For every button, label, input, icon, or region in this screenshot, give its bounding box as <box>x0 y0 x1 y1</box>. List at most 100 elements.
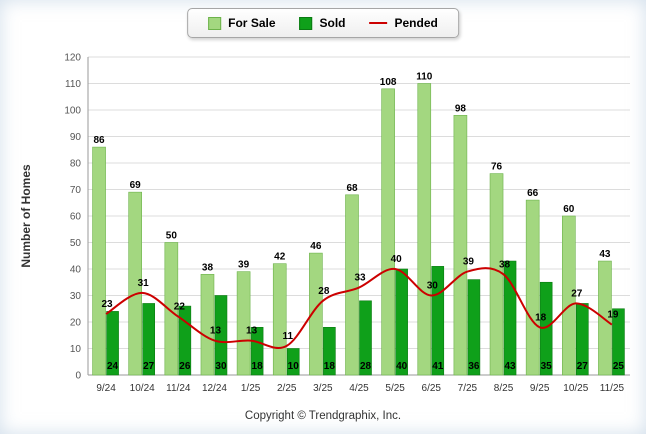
y-tick-label: 70 <box>70 185 82 196</box>
pended-value-label: 18 <box>535 312 547 323</box>
sold-value-label: 36 <box>468 361 480 372</box>
sold-value-label: 28 <box>360 361 372 372</box>
sold-value-label: 25 <box>613 361 625 372</box>
legend-label-pended: Pended <box>394 16 438 30</box>
for-sale-value-label: 42 <box>274 252 286 263</box>
pended-value-label: 33 <box>354 273 366 284</box>
y-tick-label: 50 <box>70 238 82 249</box>
y-tick-label: 0 <box>75 371 81 382</box>
x-axis-label: 3/25 <box>313 383 333 394</box>
legend-item-for-sale: For Sale <box>208 16 276 30</box>
sold-bar <box>503 260 517 376</box>
sold-value-label: 27 <box>577 361 589 372</box>
for-sale-bar <box>309 252 323 376</box>
for-sale-value-label: 98 <box>455 103 467 114</box>
x-axis-label: 11/24 <box>166 383 191 394</box>
sold-value-label: 18 <box>252 361 264 372</box>
for-sale-value-label: 110 <box>416 72 433 83</box>
sold-value-label: 27 <box>143 361 155 372</box>
sold-bar <box>612 308 625 376</box>
x-axis-label: 8/25 <box>494 383 514 394</box>
pended-value-label: 40 <box>391 254 403 265</box>
for-sale-value-label: 86 <box>94 135 106 146</box>
sold-bar <box>106 311 119 376</box>
for-sale-bar <box>128 191 142 376</box>
x-axis-label: 1/25 <box>241 383 261 394</box>
for-sale-bar <box>200 273 215 376</box>
for-sale-bar <box>598 260 612 376</box>
sold-bar <box>575 303 589 376</box>
sold-swatch <box>299 16 313 30</box>
for-sale-value-label: 60 <box>563 204 575 215</box>
pended-value-label: 23 <box>102 299 114 310</box>
y-tick-label: 20 <box>70 318 82 329</box>
sold-bar <box>431 266 445 376</box>
legend-item-sold: Sold <box>299 16 346 30</box>
sold-value-label: 40 <box>396 361 408 372</box>
x-axis-label: 4/25 <box>349 383 369 394</box>
pended-line-swatch <box>369 22 388 24</box>
sold-value-label: 26 <box>179 361 191 372</box>
sold-bar <box>286 348 300 376</box>
for-sale-value-label: 66 <box>527 188 539 199</box>
x-axis-label: 12/24 <box>202 383 227 394</box>
sold-bar <box>359 300 372 376</box>
for-sale-bar <box>417 83 432 376</box>
y-tick-label: 10 <box>70 344 82 355</box>
sold-bar <box>142 303 155 376</box>
sold-value-label: 41 <box>432 361 444 372</box>
pended-value-label: 22 <box>174 302 186 313</box>
pended-value-label: 27 <box>571 288 583 299</box>
chart-canvas: 0 10 20 30 40 50 60 70 80 90 100 110 120 86 24 23 9/24 69… <box>19 53 630 394</box>
for-sale-value-label: 46 <box>310 241 322 252</box>
for-sale-value-label: 69 <box>130 180 142 191</box>
y-tick-label: 110 <box>65 79 81 90</box>
pended-value-label: 30 <box>427 281 439 292</box>
pended-value-label: 11 <box>282 331 293 342</box>
y-tick-label: 120 <box>64 53 81 64</box>
pended-value-label: 31 <box>138 278 150 289</box>
pended-value-label: 28 <box>318 286 330 297</box>
x-axis-label: 2/25 <box>277 383 297 394</box>
sold-bar <box>214 295 228 376</box>
pended-value-label: 38 <box>499 259 511 270</box>
x-axis-label: 6/25 <box>422 383 442 394</box>
for-sale-value-label: 43 <box>599 249 611 260</box>
legend-label-for-sale: For Sale <box>228 16 276 30</box>
for-sale-bar <box>272 263 287 376</box>
for-sale-value-label: 38 <box>202 262 214 273</box>
pended-line <box>105 267 613 349</box>
sold-value-label: 43 <box>504 361 516 372</box>
for-sale-bar <box>381 88 395 376</box>
x-axis-label: 5/25 <box>385 383 405 394</box>
sold-bar <box>323 326 336 376</box>
for-sale-bar <box>453 115 468 376</box>
x-axis-label: 10/24 <box>130 383 155 394</box>
y-tick-label: 30 <box>70 291 82 302</box>
for-sale-value-label: 76 <box>491 162 503 173</box>
for-sale-bar <box>164 242 179 376</box>
for-sale-bar <box>489 173 504 376</box>
y-tick-label: 100 <box>64 106 81 117</box>
sold-bar <box>395 268 408 376</box>
x-axis-label: 10/25 <box>563 383 588 394</box>
legend-item-pended: Pended <box>369 16 438 30</box>
for-sale-value-label: 108 <box>380 77 397 88</box>
y-tick-label: 80 <box>70 159 82 170</box>
for-sale-value-label: 68 <box>346 183 358 194</box>
for-sale-bar <box>561 215 576 376</box>
chart-legend: For Sale Sold Pended <box>187 8 459 38</box>
for-sale-bar <box>345 194 359 376</box>
sold-bar <box>467 279 481 376</box>
sold-value-label: 10 <box>288 361 300 372</box>
x-axis-label: 7/25 <box>458 383 478 394</box>
y-tick-label: 90 <box>70 132 82 143</box>
sold-value-label: 18 <box>324 361 336 372</box>
x-axis-label: 11/25 <box>600 383 625 394</box>
sold-bar <box>250 326 264 376</box>
pended-value-label: 39 <box>463 257 475 268</box>
pended-value-label: 19 <box>607 310 619 321</box>
x-axis-label: 9/24 <box>96 383 116 394</box>
y-tick-label: 60 <box>70 212 82 223</box>
x-axis-label: 9/25 <box>530 383 550 394</box>
